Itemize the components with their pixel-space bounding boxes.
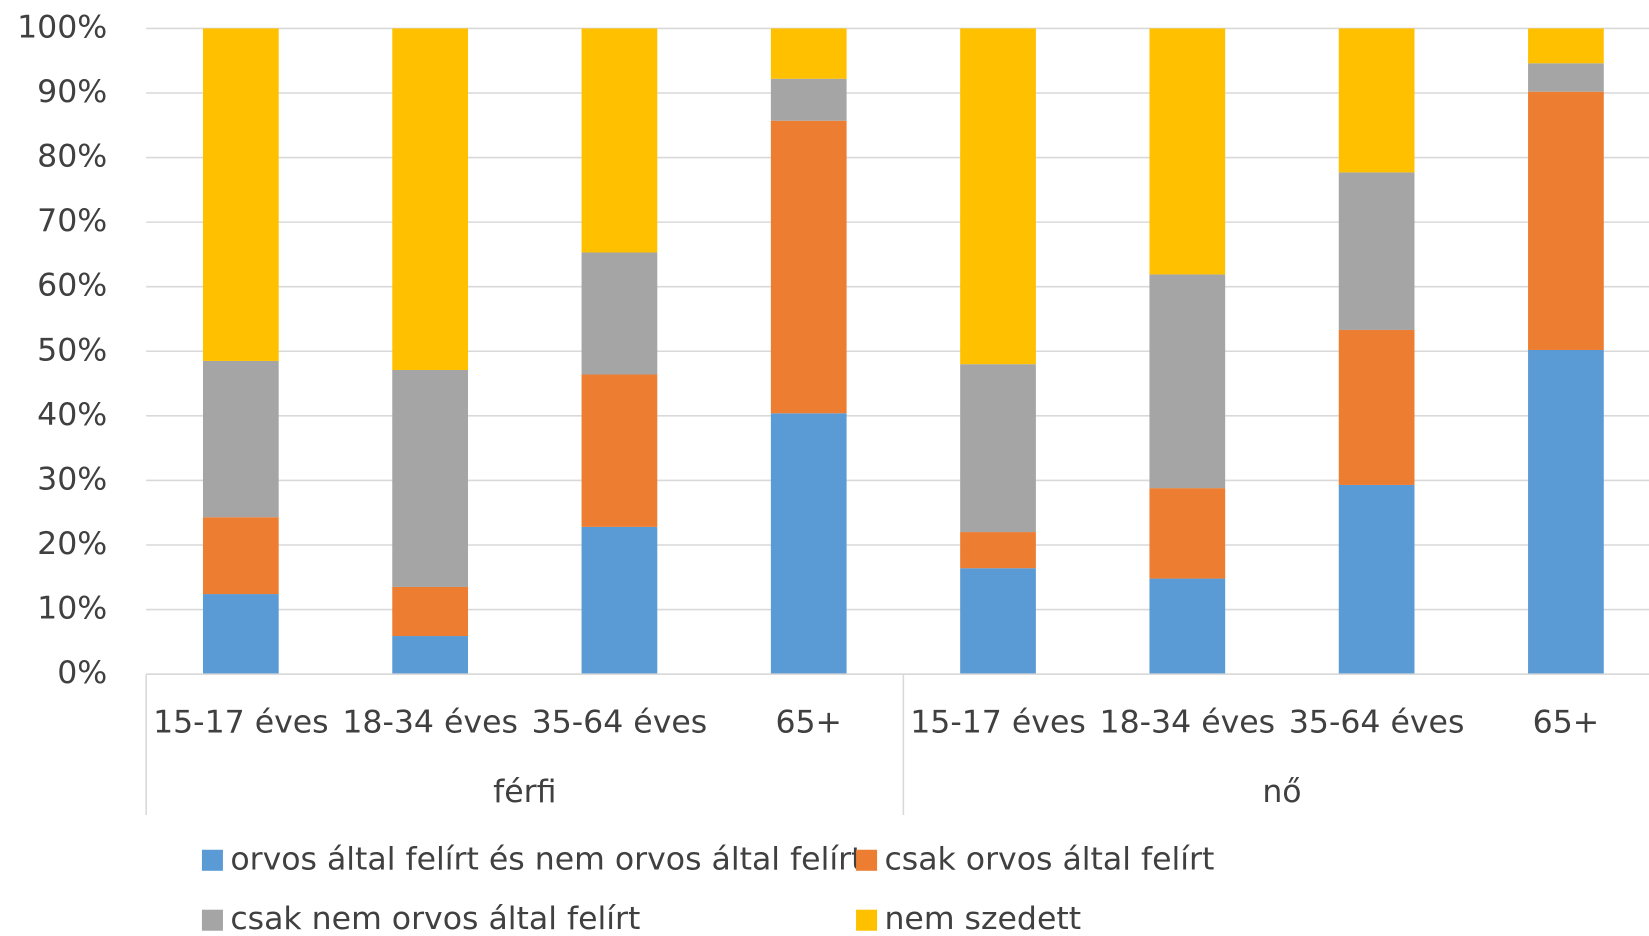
x-tick-label: 35-64 éves <box>532 705 708 741</box>
bar-segment <box>1528 349 1604 675</box>
x-tick-label: 65+ <box>775 705 842 741</box>
bar-segment <box>202 28 279 361</box>
y-tick-label: 100% <box>17 9 107 45</box>
bar-segment <box>960 568 1036 675</box>
bar-segment <box>392 586 468 637</box>
legend-label: csak orvos által felírt <box>884 841 1214 877</box>
bar-segment <box>770 413 847 675</box>
bar-segment <box>1338 28 1415 173</box>
bar-segment <box>202 517 279 595</box>
y-tick-label: 70% <box>37 203 107 239</box>
bar-segment <box>1338 329 1415 485</box>
bar-segment <box>392 28 468 370</box>
legend-label: orvos által felírt és nem orvos által fe… <box>230 841 863 877</box>
bar-segment <box>392 369 468 587</box>
bar-segment <box>1149 488 1226 579</box>
bar-segment <box>770 28 847 79</box>
bar-segment <box>960 532 1036 569</box>
x-tick-label: 18-34 éves <box>1100 705 1276 741</box>
legend-label: csak nem orvos által felírt <box>230 901 640 936</box>
y-tick-label: 80% <box>37 139 107 175</box>
y-tick-label: 30% <box>37 461 107 497</box>
legend-swatch <box>856 909 878 931</box>
bar-segment <box>202 594 279 675</box>
y-tick-label: 0% <box>57 655 107 691</box>
bar-segment <box>960 364 1036 533</box>
x-tick-label: 35-64 éves <box>1289 705 1465 741</box>
bar-segment <box>581 28 658 253</box>
bar-segment <box>1149 578 1226 675</box>
bar-segment <box>581 252 658 375</box>
bar-segment <box>581 526 658 675</box>
y-tick-label: 20% <box>37 526 107 562</box>
bar-segment <box>392 636 468 675</box>
bar-segment <box>202 360 279 518</box>
bar-segment <box>581 374 658 527</box>
x-tick-label: 18-34 éves <box>342 705 518 741</box>
bar-segment <box>1528 28 1604 64</box>
bar-segment <box>1528 91 1604 350</box>
legend-label: nem szedett <box>884 901 1081 936</box>
bar-segment <box>960 28 1036 365</box>
bar-segment <box>1338 172 1415 330</box>
group-label: férfi <box>493 774 556 810</box>
x-tick-label: 15-17 éves <box>153 705 329 741</box>
bar-segment <box>1149 274 1226 489</box>
y-tick-label: 40% <box>37 397 107 433</box>
y-tick-label: 10% <box>37 591 107 627</box>
legend-swatch <box>201 849 223 871</box>
bar-segment <box>1149 28 1226 275</box>
x-tick-label: 65+ <box>1533 705 1600 741</box>
bar-segment <box>1338 484 1415 675</box>
y-tick-label: 50% <box>37 332 107 368</box>
legend-swatch <box>856 849 878 871</box>
y-tick-label: 60% <box>37 268 107 304</box>
bar-segment <box>770 120 847 414</box>
x-tick-label: 15-17 éves <box>910 705 1086 741</box>
legend-swatch <box>201 909 223 931</box>
bar-segment <box>770 78 847 121</box>
y-tick-label: 90% <box>37 74 107 110</box>
group-label: nő <box>1262 774 1301 810</box>
bar-segment <box>1528 63 1604 92</box>
